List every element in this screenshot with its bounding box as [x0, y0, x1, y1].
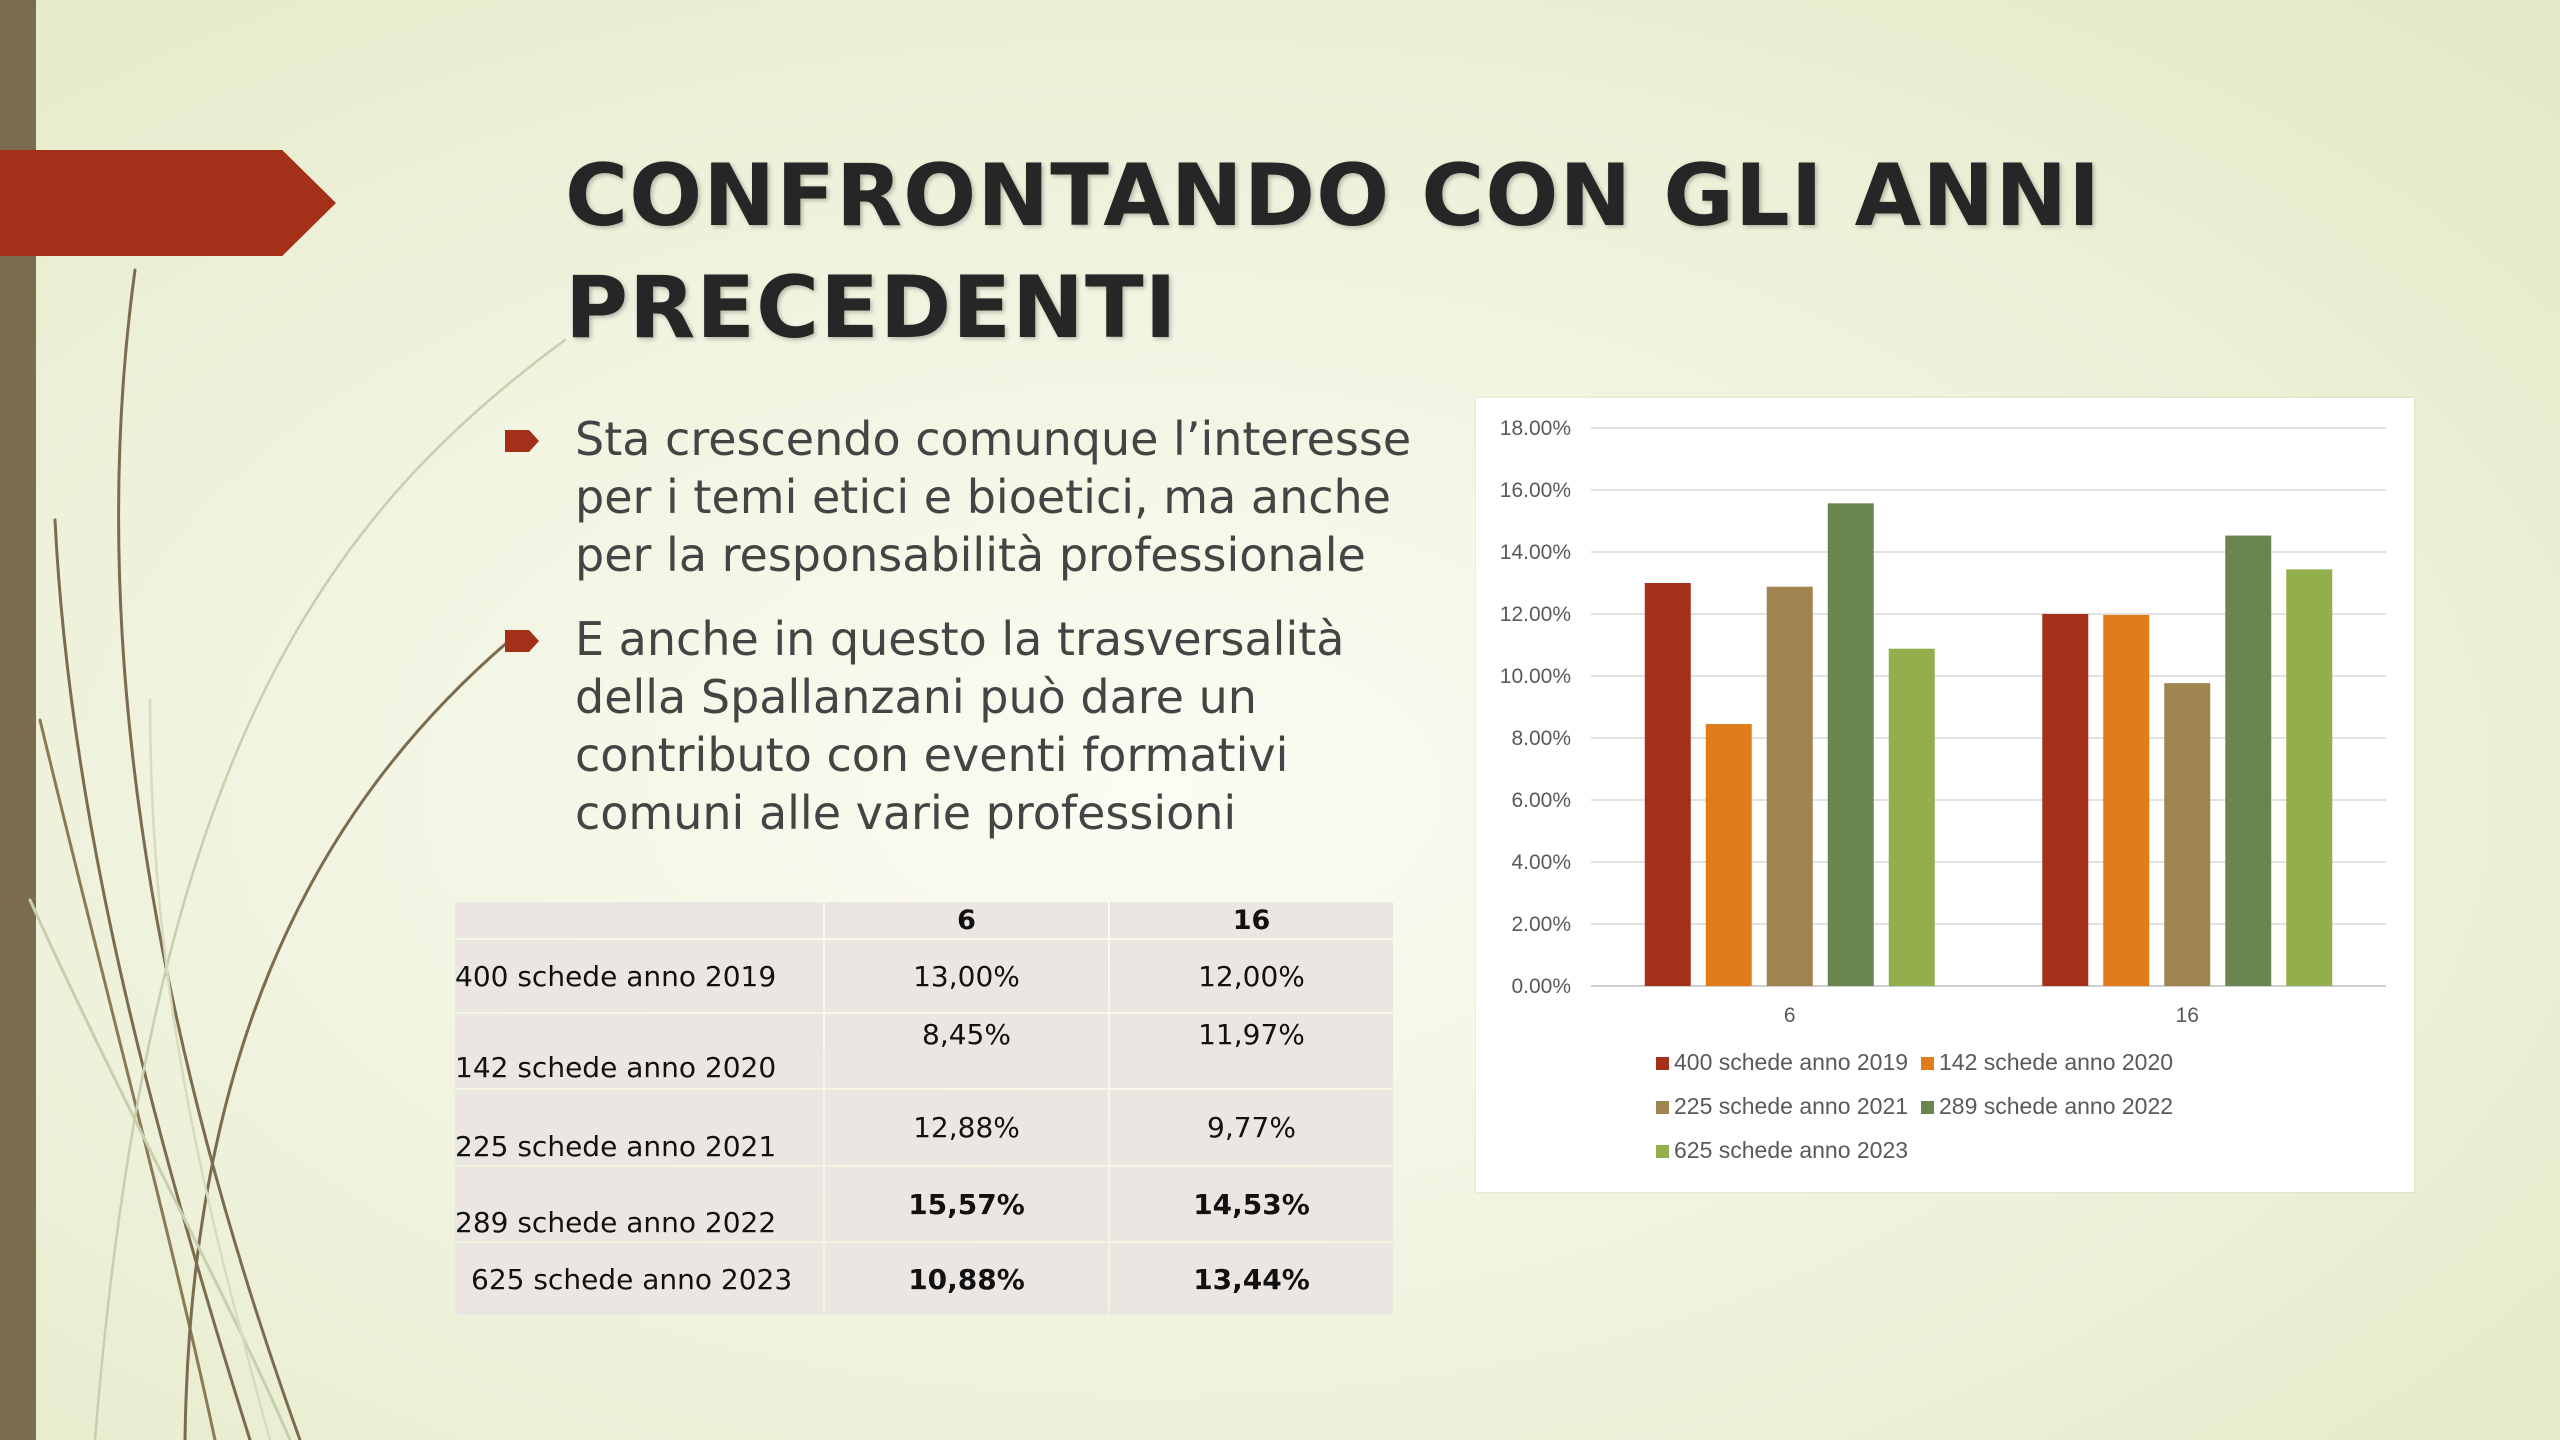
legend-entry: 289 schede anno 2022	[1939, 1093, 2173, 1119]
table-cell-highlighted: 14,53%	[1110, 1167, 1393, 1241]
table-header-cell	[455, 902, 823, 938]
bullet-list: Sta crescendo comunque l’interesse per i…	[505, 410, 1445, 868]
table-row: 625 schede anno 2023 10,88% 13,44%	[455, 1243, 1393, 1315]
data-table-wrapper: 6 16 400 schede anno 2019 13,00% 12,00% …	[453, 900, 1395, 1317]
legend-swatch	[1656, 1145, 1669, 1158]
bar	[1766, 586, 1813, 986]
y-tick-label: 2.00%	[1511, 913, 1571, 936]
table-row: 400 schede anno 2019 13,00% 12,00%	[455, 940, 1393, 1012]
bar	[2225, 535, 2272, 986]
table-cell: 13,00%	[825, 940, 1108, 1012]
bullet-text: E anche in questo la trasversalità della…	[575, 612, 1345, 840]
table-row: 289 schede anno 2022 15,57% 14,53%	[455, 1167, 1393, 1241]
x-tick-label: 6	[1784, 1004, 1796, 1027]
legend-entry: 625 schede anno 2023	[1674, 1137, 1908, 1163]
table-cell: 8,45%	[825, 1014, 1108, 1088]
table-cell-highlighted: 10,88%	[825, 1243, 1108, 1315]
y-tick-label: 18.00%	[1500, 417, 1571, 440]
table-header-row: 6 16	[455, 902, 1393, 938]
decorative-lines	[28, 268, 567, 1440]
legend-entry: 142 schede anno 2020	[1939, 1049, 2173, 1075]
legend-swatch	[1656, 1101, 1669, 1114]
legend-swatch	[1921, 1101, 1934, 1114]
y-tick-label: 12.00%	[1500, 603, 1571, 626]
bar	[1827, 503, 1874, 986]
bar	[2164, 683, 2211, 986]
table-row: 142 schede anno 2020 8,45% 11,97%	[455, 1014, 1393, 1088]
legend-swatch	[1656, 1057, 1669, 1070]
bar	[1705, 724, 1752, 986]
bar	[1644, 583, 1691, 986]
table-cell-highlighted: 15,57%	[825, 1167, 1108, 1241]
title-arrow-tab	[0, 150, 336, 256]
legend-swatch	[1921, 1057, 1934, 1070]
arrow-bullet-icon	[505, 630, 539, 652]
table-cell: 12,00%	[1110, 940, 1393, 1012]
table-header-cell: 16	[1110, 902, 1393, 938]
table-row-label: 625 schede anno 2023	[455, 1243, 823, 1315]
bullet-item: Sta crescendo comunque l’interesse per i…	[505, 410, 1445, 584]
bar	[1888, 648, 1935, 986]
chart-card: 0.00% 2.00% 4.00% 6.00% 8.00% 10.00% 12.00% 14.…	[1476, 398, 2414, 1192]
table-row-label: 289 schede anno 2022	[455, 1167, 823, 1241]
legend-entry: 225 schede anno 2021	[1674, 1093, 1908, 1119]
y-tick-label: 10.00%	[1500, 665, 1571, 688]
legend-entry: 400 schede anno 2019	[1674, 1049, 1908, 1075]
x-tick-label: 16	[2176, 1004, 2199, 1027]
bar	[2042, 614, 2089, 986]
arrow-bullet-icon	[505, 430, 539, 452]
table-row-label: 142 schede anno 2020	[455, 1014, 823, 1088]
table-cell: 11,97%	[1110, 1014, 1393, 1088]
y-tick-label: 8.00%	[1511, 727, 1571, 750]
y-tick-label: 16.00%	[1500, 479, 1571, 502]
data-table: 6 16 400 schede anno 2019 13,00% 12,00% …	[453, 900, 1395, 1317]
table-cell: 9,77%	[1110, 1090, 1393, 1165]
y-tick-label: 14.00%	[1500, 541, 1571, 564]
bar	[2103, 614, 2150, 986]
bullet-text: Sta crescendo comunque l’interesse per i…	[575, 412, 1412, 582]
slide-title: CONFRONTANDO CON GLI ANNI PRECEDENTI	[565, 146, 2102, 358]
y-tick-label: 4.00%	[1511, 851, 1571, 874]
table-row: 225 schede anno 2021 12,88% 9,77%	[455, 1090, 1393, 1165]
y-tick-label: 0.00%	[1511, 975, 1571, 998]
bullet-item: E anche in questo la trasversalità della…	[505, 610, 1445, 842]
table-header-cell: 6	[825, 902, 1108, 938]
table-row-label: 225 schede anno 2021	[455, 1090, 823, 1165]
table-cell-highlighted: 13,44%	[1110, 1243, 1393, 1315]
table-cell: 12,88%	[825, 1090, 1108, 1165]
bar	[2286, 569, 2333, 986]
y-tick-label: 6.00%	[1511, 789, 1571, 812]
bar-chart: 0.00% 2.00% 4.00% 6.00% 8.00% 10.00% 12.00% 14.…	[1500, 417, 2386, 1163]
table-row-label: 400 schede anno 2019	[455, 940, 823, 1012]
